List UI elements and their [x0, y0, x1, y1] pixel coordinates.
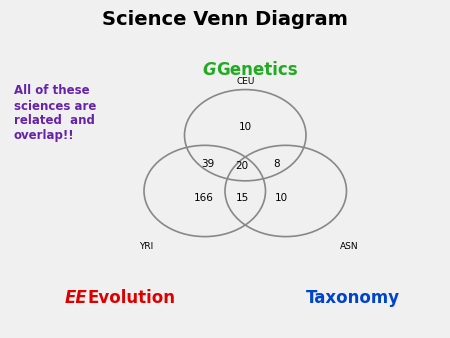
Text: Science Venn Diagram: Science Venn Diagram — [102, 10, 348, 29]
Text: YRI: YRI — [139, 242, 153, 251]
Text: 166: 166 — [194, 193, 213, 203]
Text: CEU: CEU — [236, 77, 254, 86]
Text: G: G — [202, 61, 216, 79]
Text: 10: 10 — [238, 122, 252, 132]
Text: ASN: ASN — [339, 242, 358, 251]
Text: Genetics: Genetics — [216, 61, 297, 79]
Text: EE: EE — [65, 289, 88, 307]
Text: Taxonomy: Taxonomy — [306, 289, 400, 307]
Text: 15: 15 — [235, 193, 249, 203]
Text: 10: 10 — [274, 193, 288, 203]
Text: All of these
sciences are
related  and
overlap!!: All of these sciences are related and ov… — [14, 84, 96, 143]
Text: 8: 8 — [273, 159, 279, 169]
Text: 39: 39 — [201, 159, 215, 169]
Text: Evolution: Evolution — [88, 289, 176, 307]
Text: 20: 20 — [235, 161, 249, 171]
